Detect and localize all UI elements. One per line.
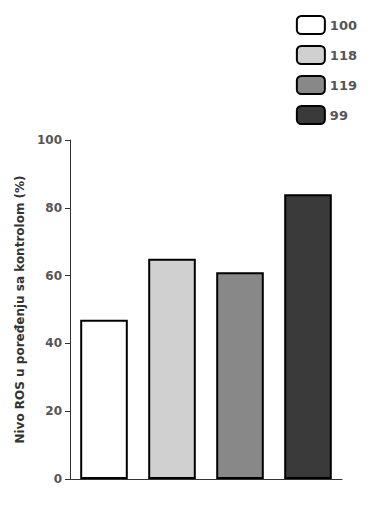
svg-text:118: 118 [330,48,357,63]
svg-text:80: 80 [45,201,62,215]
svg-text:40: 40 [45,336,62,350]
svg-text:60: 60 [45,269,62,283]
svg-text:100: 100 [37,133,62,147]
svg-text:Nivo ROS u poređenju sa kontro: Nivo ROS u poređenju sa kontrolom (%) [13,175,27,443]
svg-text:20: 20 [45,404,62,418]
svg-text:0: 0 [54,472,62,486]
svg-text:100: 100 [330,18,357,33]
svg-text:119: 119 [330,78,357,93]
svg-text:99: 99 [330,108,348,123]
